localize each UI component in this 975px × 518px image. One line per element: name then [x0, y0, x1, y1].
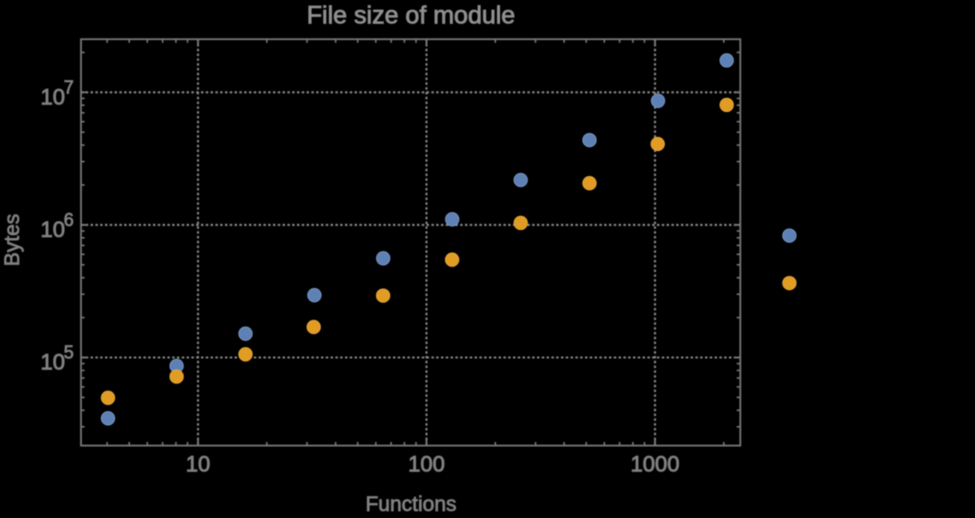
svg-text:File size of module: File size of module: [307, 2, 515, 30]
svg-text:10: 10: [41, 217, 65, 242]
svg-text:10: 10: [41, 350, 65, 375]
svg-text:Bytes: Bytes: [1, 214, 24, 267]
svg-text:100: 100: [408, 452, 445, 477]
svg-text:1000: 1000: [631, 452, 680, 477]
svg-text:10: 10: [41, 84, 65, 109]
svg-text:6: 6: [64, 210, 74, 230]
svg-text:Functions: Functions: [365, 493, 456, 513]
svg-text:10: 10: [186, 452, 210, 477]
svg-text:5: 5: [64, 343, 74, 363]
svg-text:7: 7: [64, 77, 74, 97]
